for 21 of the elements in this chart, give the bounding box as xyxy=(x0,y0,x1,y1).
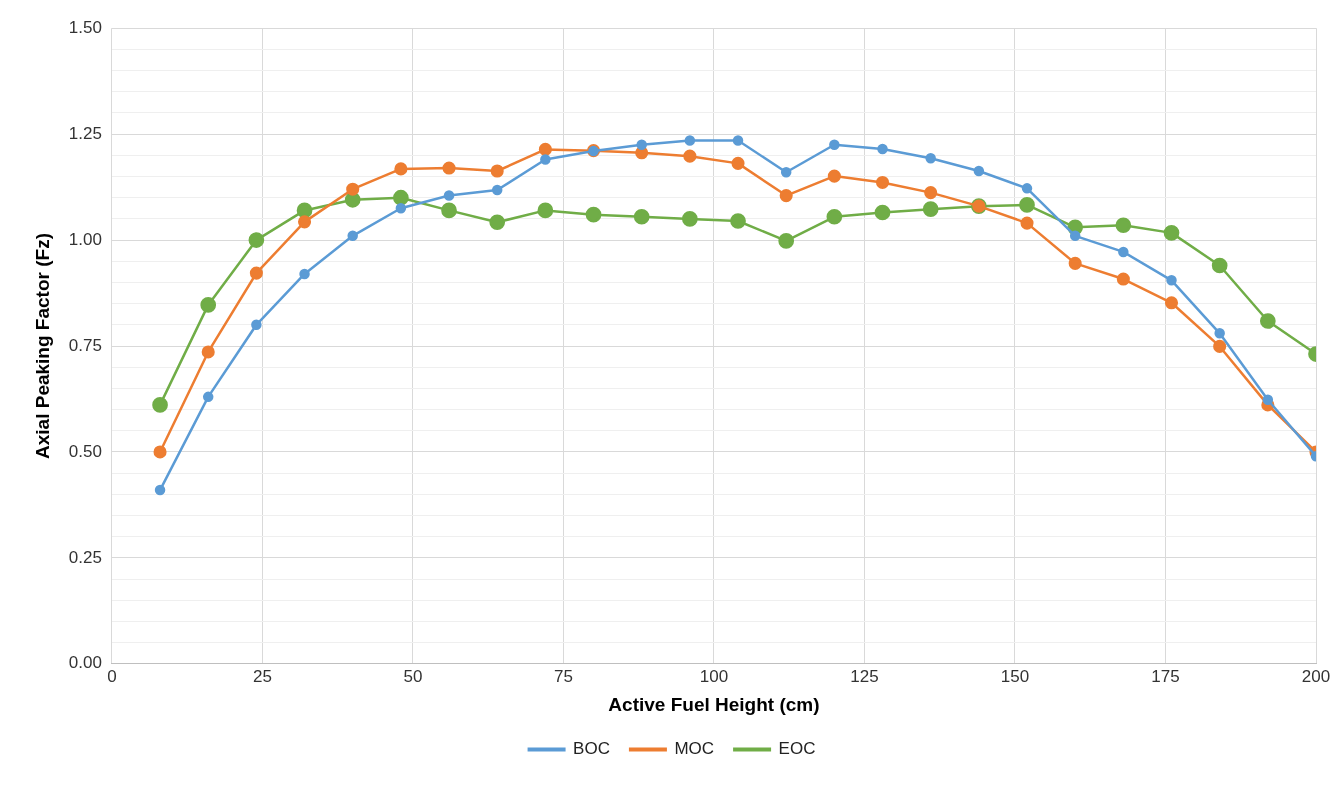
x-tick-label: 100 xyxy=(699,666,729,686)
x-tick-label: 0 xyxy=(107,666,117,686)
legend-label: EOC xyxy=(778,739,816,759)
legend-label: MOC xyxy=(674,739,715,759)
x-tick-label: 175 xyxy=(1151,666,1180,686)
y-tick-label: 1.25 xyxy=(68,123,102,143)
y-tick-label: 1.00 xyxy=(68,229,102,249)
y-tick-label: 0.75 xyxy=(68,335,102,355)
y-tick-label: 1.50 xyxy=(68,17,102,37)
x-tick-label: 125 xyxy=(850,666,879,686)
x-axis-title: Active Fuel Height (cm) xyxy=(608,693,820,715)
legend-label: BOC xyxy=(573,739,610,759)
x-tick-label: 150 xyxy=(1000,666,1030,686)
x-tick-label: 50 xyxy=(403,666,423,686)
y-tick-label: 0.00 xyxy=(68,653,102,673)
x-tick-label: 200 xyxy=(1301,666,1331,686)
y-axis-title: Axial Peaking Factor (Fz) xyxy=(31,233,53,459)
x-tick-label: 75 xyxy=(553,666,573,686)
y-tick-label: 0.50 xyxy=(68,441,102,461)
y-tick-label: 0.25 xyxy=(68,547,102,567)
x-tick-label: 25 xyxy=(252,666,272,686)
